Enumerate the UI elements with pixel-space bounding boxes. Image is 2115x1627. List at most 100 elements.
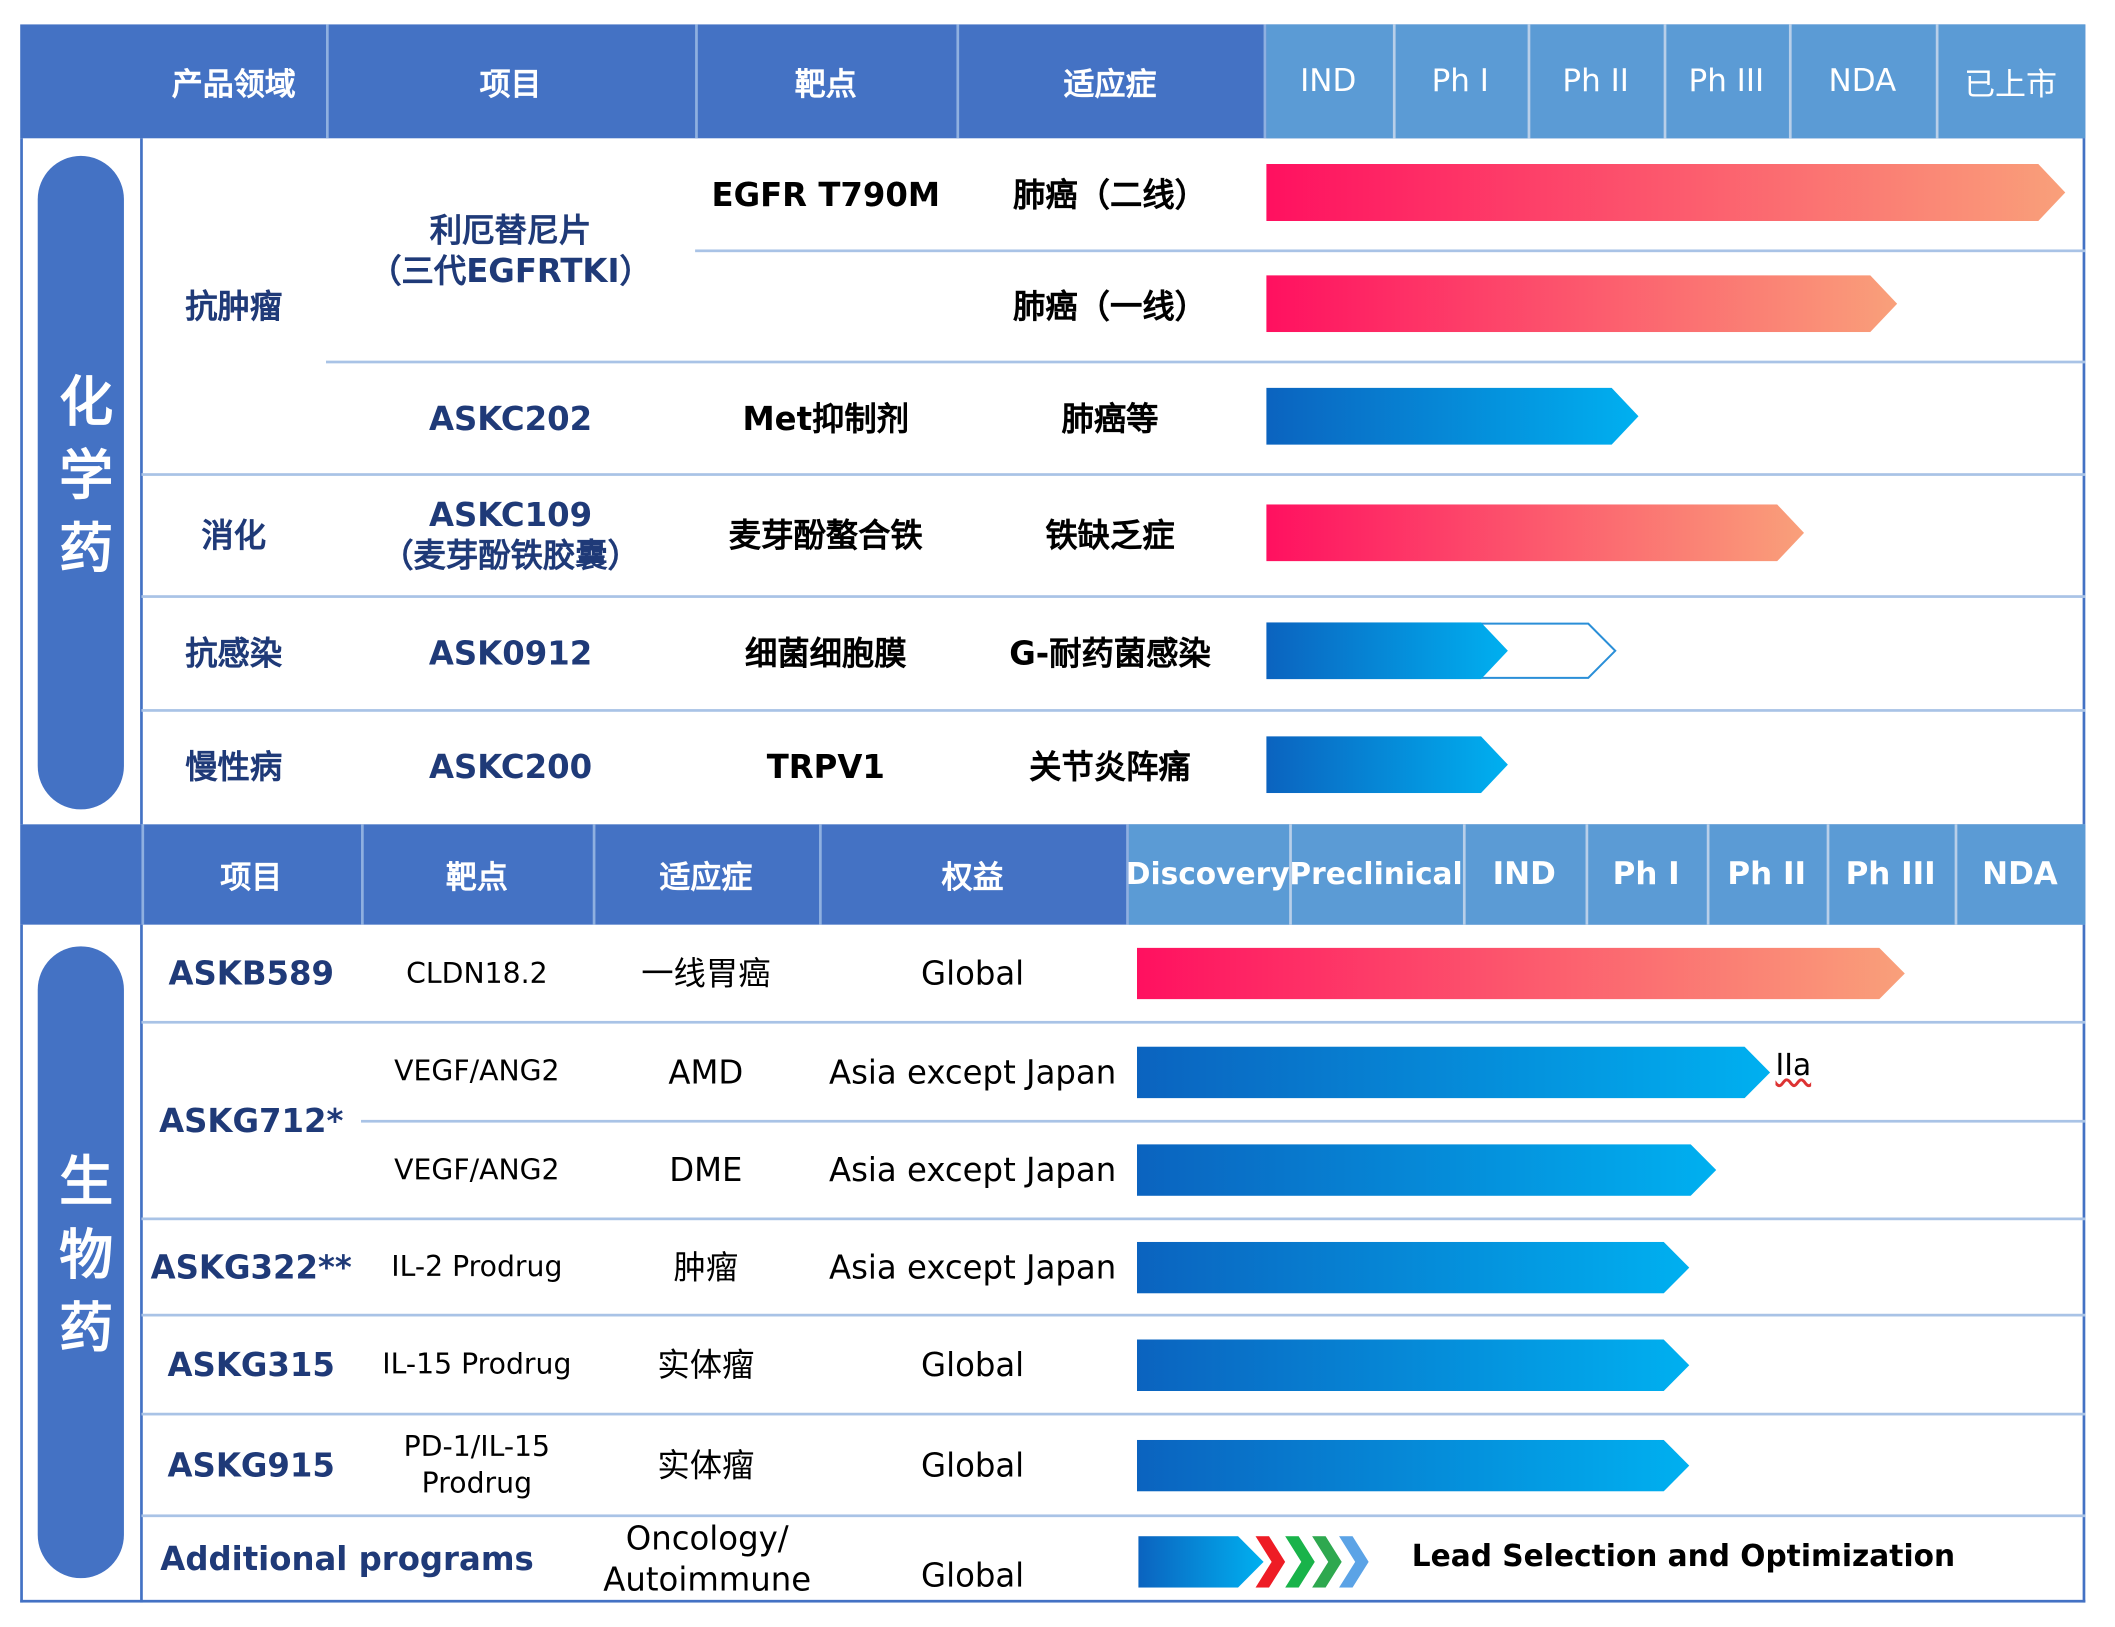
- bio-indication-0: 一线胃癌: [641, 954, 771, 993]
- bio-frame: [20, 924, 2086, 1603]
- chem-progress-bar-4-shape: [1266, 622, 1508, 680]
- chem-progress-bar-1: [1266, 275, 1902, 333]
- bio-line-1: [361, 1119, 2086, 1123]
- bio-project-0: ASKB589: [168, 954, 334, 993]
- bio-col-header-3: 权益: [941, 860, 1004, 897]
- bio-note-1: IIa: [1775, 1049, 1812, 1084]
- bio-project-6: Additional programs: [160, 1540, 534, 1579]
- chem-progress-bar-4-ghost: [1480, 622, 1617, 679]
- chem-project-5: ASKC200: [428, 748, 593, 787]
- chem-line-area-0: [141, 473, 2086, 476]
- bio-phase-header-2: IND: [1492, 856, 1556, 893]
- chem-phase-header-3: Ph III: [1688, 63, 1765, 99]
- chem-indication-1: 肺癌（一线）: [1013, 287, 1208, 326]
- chem-progress-bar-3-shape: [1266, 504, 1805, 562]
- bio-indication-6: Oncology/Autoimmune: [603, 1519, 812, 1599]
- bio-rights-5: Global: [921, 1445, 1025, 1484]
- bio-project-4: ASKG315: [167, 1345, 335, 1384]
- chem-project-3: ASKC109 （麦芽酚铁胶囊）: [381, 496, 640, 575]
- bio-rights-1: Asia except Japan: [828, 1052, 1117, 1091]
- chem-header-divider-1: [325, 24, 329, 139]
- chem-area-2: 抗感染: [185, 634, 283, 673]
- chem-area-1: 消化: [201, 516, 267, 555]
- chem-progress-bar-4: [1266, 622, 1620, 680]
- bio-indication-3: 肿瘤: [673, 1248, 739, 1286]
- bio-col-header-1: 靶点: [445, 860, 508, 897]
- bio-line-4: [141, 1412, 2086, 1416]
- chem-phase-divider-2: [1527, 24, 1531, 139]
- chem-col-header-2: 靶点: [794, 67, 857, 104]
- bio-phase-divider-4: [1706, 824, 1710, 925]
- bio-rights-6: Global: [921, 1556, 1025, 1595]
- bio-rights-3: Asia except Japan: [828, 1248, 1117, 1286]
- bio-indication-2: DME: [669, 1151, 743, 1190]
- chem-target-2: Met抑制剂: [742, 399, 910, 438]
- bio-phase-divider-3: [1585, 824, 1589, 925]
- bio-target-3: IL-2 Prodrug: [391, 1250, 563, 1284]
- bio-phase-header-3: Ph I: [1612, 856, 1680, 893]
- bio-line-5: [141, 1514, 2086, 1518]
- bio-phase-header-0: Discovery: [1125, 857, 1290, 892]
- chem-phase-header-4: NDA: [1828, 63, 1897, 99]
- chem-line-r2: [325, 360, 2086, 364]
- chem-indication-4: G-耐药菌感染: [1009, 634, 1211, 673]
- bio-project-5: ASKG915: [167, 1445, 335, 1484]
- bio-progress-bar-3: [1136, 1241, 1695, 1293]
- chem-phase-header-0: IND: [1300, 63, 1357, 99]
- bio-phase-header-1: Preclinical: [1289, 857, 1463, 892]
- chem-indication-5: 关节炎阵痛: [1029, 748, 1191, 787]
- bio-side-label: 生物药: [49, 1152, 112, 1373]
- bio-indication-1: AMD: [668, 1052, 744, 1091]
- bio-line-3: [141, 1313, 2086, 1317]
- bio-col-header-2: 适应症: [659, 860, 753, 897]
- bio-indication-5: 实体瘤: [657, 1445, 755, 1484]
- bio-phase-divider-6: [1954, 824, 1958, 925]
- chem-progress-bar-1-shape: [1266, 275, 1898, 333]
- chem-project-2: ASKC202: [428, 399, 593, 438]
- chem-indication-2: 肺癌等: [1061, 399, 1159, 438]
- chevron-3: [1339, 1536, 1369, 1588]
- bio-header-divider-2: [592, 824, 596, 925]
- bio-project-3: ASKG322**: [150, 1248, 352, 1286]
- chevron-1: [1285, 1536, 1315, 1588]
- bio-target-1: VEGF/ANG2: [394, 1055, 560, 1088]
- bio-header-divider-1: [361, 824, 364, 925]
- chem-header-divider-3: [956, 24, 960, 139]
- bio-left-divider: [140, 924, 143, 1603]
- chem-target-5: TRPV1: [766, 748, 885, 787]
- chem-area-0: 抗肿瘤: [185, 287, 283, 326]
- bio-target-0: CLDN18.2: [406, 957, 548, 990]
- bio-rights-0: Global: [921, 954, 1025, 993]
- bio-progress-bar-1: [1136, 1045, 1776, 1098]
- chem-progress-bar-2: [1266, 387, 1644, 445]
- bio-line-0: [141, 1020, 2086, 1024]
- bio-progress-bar-0-shape: [1136, 947, 1905, 1000]
- chem-phase-header-1: Ph I: [1431, 63, 1489, 99]
- chem-progress-bar-5-shape: [1266, 736, 1508, 794]
- bio-progress-bar-6: [1138, 1536, 1269, 1588]
- chem-phase-divider-5: [1935, 24, 1939, 139]
- chem-col-header-0: 产品领域: [171, 67, 296, 104]
- chem-target-3: 麦芽酚螯合铁: [728, 516, 923, 555]
- bio-phase-divider-5: [1826, 824, 1830, 925]
- bio-chevrons-6: [1255, 1536, 1376, 1588]
- bio-progress-bar-5: [1136, 1439, 1695, 1491]
- chem-phase-divider-4: [1788, 24, 1792, 139]
- chem-header-divider-2: [695, 24, 698, 139]
- bio-target-4: IL-15 Prodrug: [382, 1348, 572, 1381]
- chem-phase-divider-1: [1392, 24, 1396, 139]
- bio-progress-bar-5-shape: [1136, 1439, 1690, 1491]
- chem-phase-divider-3: [1663, 24, 1667, 139]
- chem-progress-bar-0: [1266, 163, 2070, 221]
- bio-header-divider-3: [819, 824, 822, 925]
- chem-line-r1: [695, 249, 2086, 253]
- chem-target-0: EGFR T790M: [711, 175, 941, 214]
- chem-area-3: 慢性病: [185, 748, 283, 787]
- bio-target-5: PD-1/IL-15 Prodrug: [403, 1430, 551, 1499]
- chem-col-header-3: 适应症: [1063, 67, 1157, 104]
- bio-phase-header-5: Ph III: [1845, 856, 1936, 893]
- bio-progress-bar-4-shape: [1136, 1338, 1690, 1391]
- bio-progress-bar-2-shape: [1136, 1144, 1717, 1196]
- chem-progress-bar-5: [1266, 736, 1513, 794]
- chem-indication-3: 铁缺乏症: [1045, 516, 1175, 555]
